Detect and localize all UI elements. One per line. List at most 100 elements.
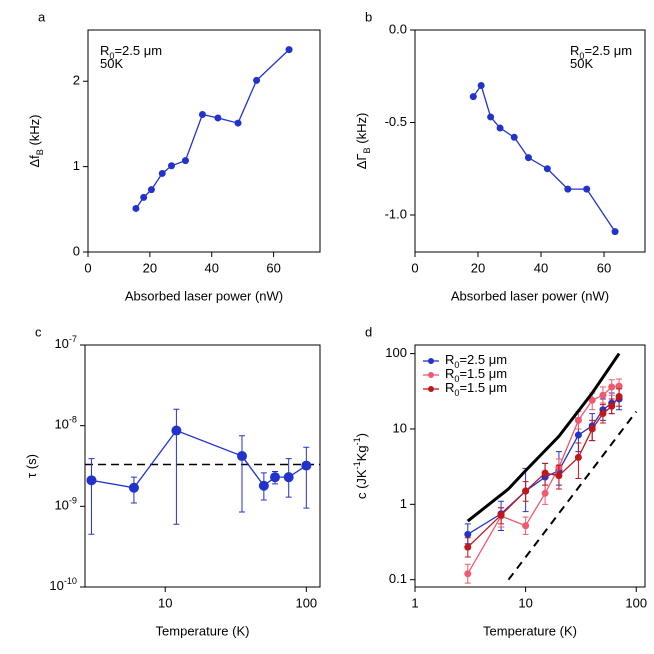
annotation-part: 50K — [100, 56, 123, 71]
y-axis-label-part: c (JK — [354, 469, 369, 499]
y-axis-label-part: (kHz) — [354, 113, 369, 148]
data-point — [615, 392, 623, 400]
data-point — [555, 472, 563, 480]
y-axis-label-part: (kHz) — [27, 114, 42, 149]
legend-label-part: =1.5 μm — [459, 380, 507, 395]
y-tick-label-part: 10 — [54, 417, 68, 432]
y-tick-label: 2 — [73, 73, 80, 88]
annotation-part: =2.5 μm — [114, 43, 162, 58]
y-tick-label-part: -7 — [69, 334, 77, 344]
x-tick-label: 1 — [411, 595, 418, 610]
x-tick-label: 0 — [411, 260, 418, 275]
legend-label-part: =2.5 μm — [459, 352, 507, 367]
annotation: 50K — [570, 56, 593, 71]
y-tick-label: 10-7 — [54, 334, 77, 351]
legend-label-part: 0 — [454, 388, 459, 398]
y-axis-label: c (JK-1Kg-1) — [352, 433, 369, 499]
data-point — [464, 543, 472, 551]
plot-frame — [87, 29, 321, 253]
data-point — [168, 162, 176, 170]
data-point — [198, 111, 206, 119]
data-point — [564, 185, 572, 193]
data-point — [543, 165, 551, 173]
legend-label: R0=1.5 μm — [445, 380, 507, 398]
legend-label: R0=2.5 μm — [445, 352, 507, 370]
data-point — [574, 431, 582, 439]
x-tick-label: 60 — [266, 260, 280, 275]
data-point — [510, 133, 518, 141]
data-point — [608, 383, 616, 391]
data-point — [258, 480, 269, 491]
panel-label: a — [38, 9, 46, 24]
y-axis-label: τ (s) — [24, 454, 39, 478]
data-point — [524, 154, 532, 162]
error-bar — [238, 435, 245, 513]
x-tick-label: 100 — [295, 595, 317, 610]
y-axis-label-part: Kg — [354, 445, 369, 461]
data-point — [181, 157, 189, 165]
data-point — [270, 472, 281, 483]
annotation-part: =2.5 μm — [584, 43, 632, 58]
data-point — [86, 475, 97, 486]
data-point — [283, 472, 294, 483]
annotation-part: R — [100, 43, 109, 58]
x-tick-label: 100 — [625, 595, 647, 610]
y-tick-label: 0.0 — [389, 21, 407, 36]
x-tick-label: 0 — [84, 260, 91, 275]
data-point — [487, 113, 495, 121]
data-point — [158, 169, 166, 177]
y-tick-label: -0.5 — [385, 114, 407, 129]
annotation-part: 50K — [570, 56, 593, 71]
data-point — [522, 522, 530, 530]
y-axis-label: ΔΓB (kHz) — [354, 113, 372, 170]
series-line — [135, 49, 290, 209]
data-point — [464, 530, 472, 538]
data-point — [599, 391, 607, 399]
data-point — [615, 382, 623, 390]
series-line — [507, 410, 638, 581]
x-tick-label: 10 — [158, 595, 172, 610]
series-line — [472, 84, 616, 233]
data-point — [301, 460, 312, 471]
y-tick-label: 0.1 — [389, 571, 407, 586]
y-axis-label-part: -1 — [352, 437, 362, 445]
y-axis-label-part: B — [362, 147, 372, 153]
y-axis-label-part: -1 — [352, 461, 362, 469]
y-axis-label-part: Δf — [27, 155, 42, 168]
legend-label-part: 0 — [454, 360, 459, 370]
y-tick-label: 10-8 — [54, 415, 77, 432]
data-point — [574, 453, 582, 461]
annotation: R0=2.5 μm — [100, 43, 162, 61]
panel-label: c — [35, 324, 42, 339]
y-tick-label-part: 10 — [49, 578, 63, 593]
data-point — [477, 82, 485, 89]
y-tick-label: 1 — [73, 158, 80, 173]
annotation-part: R — [570, 43, 579, 58]
data-point — [469, 93, 477, 101]
plot-frame — [84, 344, 321, 588]
y-tick-label-part: 10 — [54, 498, 68, 513]
annotation: 50K — [100, 56, 123, 71]
y-axis-label-part: ) — [354, 433, 369, 437]
x-tick-label: 20 — [143, 260, 157, 275]
legend-marker — [428, 386, 434, 392]
y-tick-label: 10 — [393, 420, 407, 435]
data-point — [236, 451, 247, 462]
panel-label: b — [365, 9, 372, 24]
y-tick-label-part: -8 — [69, 415, 77, 425]
data-point — [234, 119, 242, 127]
y-tick-label: 1 — [400, 496, 407, 511]
series-line — [466, 352, 621, 523]
data-point — [285, 46, 293, 54]
y-tick-label: 10-10 — [49, 576, 77, 593]
data-point — [132, 204, 140, 212]
panel-label: d — [365, 324, 372, 339]
y-tick-label: -1.0 — [385, 206, 407, 221]
plot-frame — [414, 344, 646, 588]
data-point — [599, 410, 607, 418]
y-tick-label-part: -9 — [69, 496, 77, 506]
y-axis-label-part: ΔΓ — [354, 153, 369, 169]
series-line — [467, 398, 620, 535]
